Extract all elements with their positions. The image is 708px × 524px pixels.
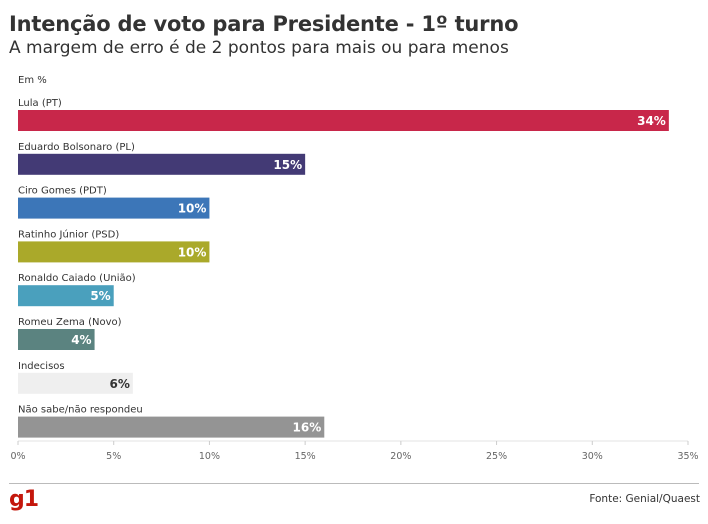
data-label: 16% bbox=[293, 421, 322, 435]
category-label: Lula (PT) bbox=[18, 98, 62, 109]
x-tick-label: 35% bbox=[677, 451, 698, 462]
unit-label: Em % bbox=[18, 75, 47, 86]
data-label: 34% bbox=[637, 114, 666, 128]
x-tick-label: 30% bbox=[582, 451, 603, 462]
footer-divider bbox=[9, 483, 699, 484]
x-tick-label: 15% bbox=[295, 451, 316, 462]
source-note: Fonte: Genial/Quaest bbox=[589, 493, 700, 505]
category-label: Romeu Zema (Novo) bbox=[18, 317, 122, 328]
category-label: Ronaldo Caiado (União) bbox=[18, 273, 136, 284]
chart-subtitle: A margem de erro é de 2 pontos para mais… bbox=[9, 38, 509, 58]
x-tick-label: 25% bbox=[486, 451, 507, 462]
category-label: Ciro Gomes (PDT) bbox=[18, 186, 107, 197]
data-label: 4% bbox=[71, 333, 91, 347]
data-label: 6% bbox=[109, 377, 129, 391]
category-label: Indecisos bbox=[18, 361, 65, 372]
data-label: 15% bbox=[273, 158, 302, 172]
bar bbox=[18, 110, 669, 131]
bar bbox=[18, 416, 325, 438]
bar bbox=[18, 241, 210, 263]
x-tick-label: 0% bbox=[10, 451, 25, 462]
g1-logo: g1 bbox=[9, 487, 39, 512]
chart-title: Intenção de voto para Presidente - 1º tu… bbox=[9, 12, 519, 36]
bar bbox=[18, 153, 306, 175]
x-tick-label: 20% bbox=[390, 451, 411, 462]
bar bbox=[18, 372, 133, 394]
x-tick-label: 10% bbox=[199, 451, 220, 462]
data-label: 10% bbox=[178, 202, 207, 216]
x-tick-label: 5% bbox=[106, 451, 121, 462]
bar bbox=[18, 329, 95, 350]
category-label: Eduardo Bolsonaro (PL) bbox=[18, 142, 135, 153]
bar bbox=[18, 197, 210, 219]
category-label: Ratinho Júnior (PSD) bbox=[18, 228, 119, 240]
data-label: 5% bbox=[90, 289, 110, 303]
bar bbox=[18, 285, 114, 307]
bar-chart: Lula (PT) 34% Eduardo Bolsonaro (PL) 15% Cir… bbox=[10, 98, 698, 462]
data-label: 10% bbox=[178, 245, 207, 259]
category-label: Não sabe/não respondeu bbox=[18, 405, 143, 416]
